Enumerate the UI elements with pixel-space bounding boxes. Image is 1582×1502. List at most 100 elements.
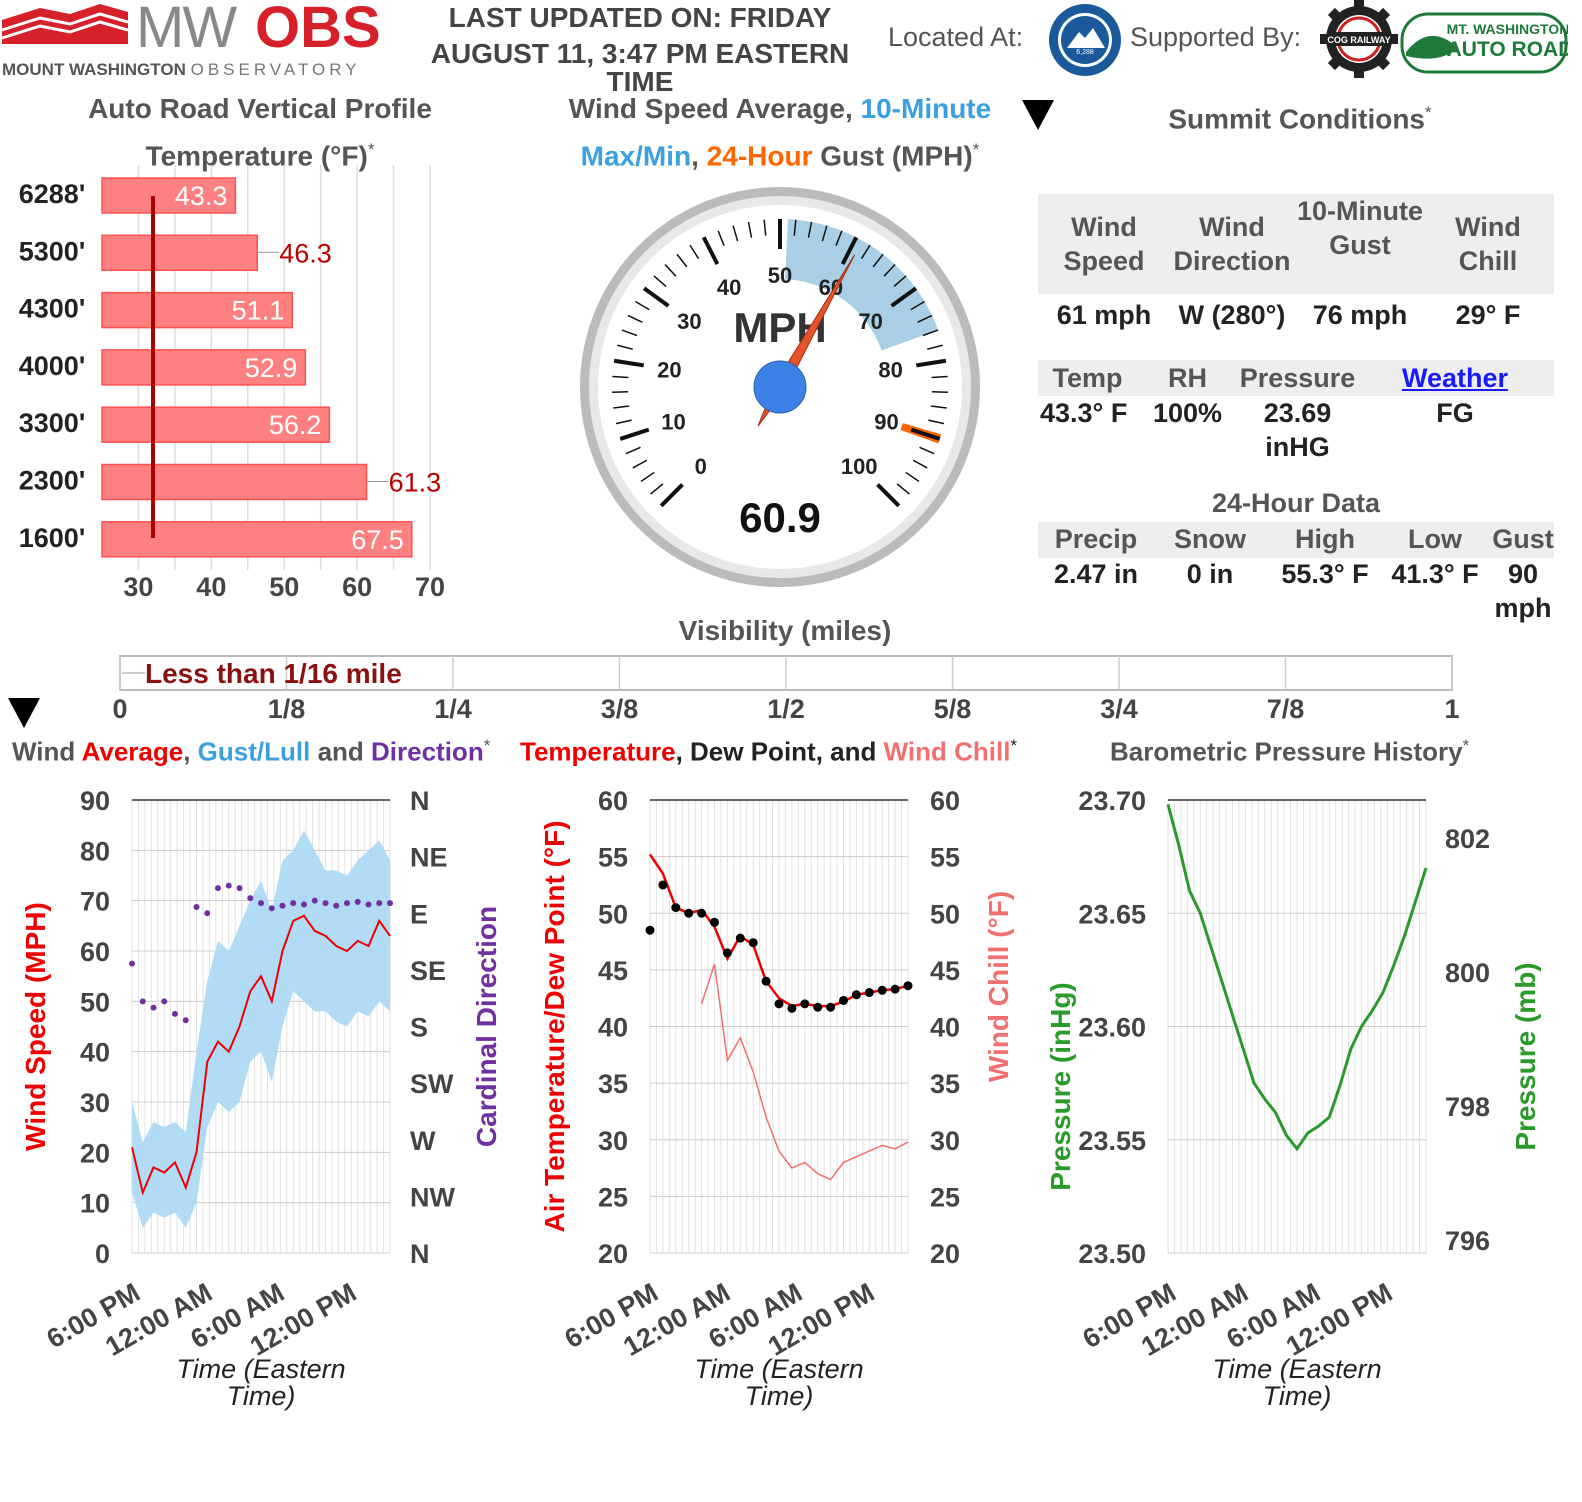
wind-direction-point [387, 900, 393, 907]
chart-x-label: Time (Eastern [1212, 1354, 1381, 1384]
visibility-bar: 0 1/8 1/4 3/8 1/2 5/8 3/4 7/8 1 Less than 1/16 mi… [112, 655, 1460, 724]
profile-bar [101, 406, 331, 443]
dew-point-point [890, 984, 900, 994]
chart-y-tick: 30 [598, 1126, 628, 1156]
summit-head-cell: Wind Chill [1455, 212, 1521, 276]
chart-y-right-tick: 45 [930, 956, 960, 986]
gauge-tick [905, 471, 920, 483]
chart-x-label: Time (Eastern [176, 1354, 345, 1384]
summit-value-cell: 90 mph [1494, 559, 1552, 623]
expand-arrow-icon[interactable] [8, 698, 40, 728]
summit-head-cell: Precip [1054, 524, 1138, 554]
weather-link[interactable]: Weather [1401, 363, 1509, 393]
cog-gear-icon: COG RAILWAY [1320, 0, 1398, 78]
gauge-tick [917, 314, 933, 323]
summit-value-cell: 61 mph [1056, 300, 1152, 330]
baro-chart-title: Barometric Pressure History* [1110, 736, 1470, 767]
chart-y-tick: 0 [95, 1239, 110, 1269]
chart-y-tick: 60 [598, 786, 628, 816]
chart-y-tick: 70 [80, 887, 110, 917]
dew-point-point [710, 917, 719, 927]
gauge-tick-label: 30 [677, 309, 701, 334]
gauge-tick-label: 100 [841, 454, 878, 479]
summit-value-cell: 29° F [1455, 300, 1521, 330]
wind-direction-point [225, 882, 232, 889]
dew-point-point [826, 1002, 836, 1012]
profile-bar [101, 291, 293, 329]
gauge-tick [915, 358, 947, 368]
profile-elevation-label: 4000' [19, 351, 86, 381]
visibility-tick: 1/2 [767, 694, 805, 724]
chart-y-right-tick: 800 [1445, 958, 1490, 988]
summit-value-cell: 76 mph [1312, 300, 1408, 330]
dew-point-point [671, 903, 681, 913]
chart-y-tick: 80 [80, 836, 110, 866]
pressure-line [1166, 804, 1428, 1152]
chart-y-right-tick: NE [410, 843, 448, 873]
gauge-tick-label: 70 [858, 309, 882, 334]
chart-y-tick: 50 [80, 987, 110, 1017]
auto-road-badge[interactable]: MT. WASHINGTON AUTO ROAD [1400, 12, 1573, 74]
svg-text:6,288: 6,288 [1076, 49, 1094, 56]
wind-direction-point [301, 901, 307, 908]
chart-x-label: Time) [227, 1381, 296, 1411]
chart-y-right-tick: 55 [930, 843, 960, 873]
svg-text:AUTO ROAD: AUTO ROAD [1447, 38, 1568, 61]
visibility-title: Visibility (miles) [678, 615, 892, 646]
wind-direction-point [268, 905, 275, 912]
last-updated: LAST UPDATED ON: FRIDAY AUGUST 11, 3:47 … [430, 2, 850, 97]
summit-value-cell: 55.3° F [1281, 559, 1369, 589]
wind-direction-point [150, 1004, 157, 1011]
wind-direction-point [354, 898, 361, 905]
wind-chill-line [700, 963, 909, 1181]
chart-x-label: Time) [745, 1381, 814, 1411]
summit-title: Summit Conditions* [1168, 103, 1432, 135]
gauge-tick [927, 344, 943, 350]
gauge-tick [893, 275, 907, 288]
profile-elevation-label: 5300' [19, 236, 86, 266]
wind-direction-point [204, 910, 211, 917]
chart-y-tick: 30 [80, 1088, 110, 1118]
dew-point-point [839, 995, 848, 1005]
gauge-tick [664, 264, 677, 277]
logo-mountain-icon [1, 4, 129, 44]
gauge-tick [919, 446, 935, 455]
logo[interactable]: MW OBS MOUNT WASHINGTON OBSERVATORY [0, 0, 390, 85]
gauge-tick [640, 471, 655, 483]
profile-bar [101, 349, 307, 386]
gauge-tick [642, 286, 670, 308]
located-label: Located At: [888, 22, 1024, 52]
gauge-tick [732, 225, 739, 242]
chart-y-right-tick: E [410, 899, 428, 929]
gauge-tick [896, 483, 910, 495]
gauge-tick [928, 419, 945, 425]
profile-value-label: 43.3 [175, 181, 228, 211]
profile-x-tick: 30 [123, 572, 153, 602]
wind-direction-point [365, 901, 372, 908]
wind-direction-point [258, 900, 264, 907]
gauge-tick [922, 329, 939, 337]
collapse-arrow-icon[interactable] [1022, 100, 1054, 130]
dew-point-point [851, 990, 861, 1000]
chart-y-right-tick: NW [410, 1182, 455, 1212]
profile-value-label: 51.1 [232, 296, 285, 326]
state-park-badge[interactable]: 6,288 [1047, 2, 1123, 78]
gauge-tick [930, 405, 947, 409]
dew-point-point [697, 908, 707, 918]
wind-direction-point [236, 885, 243, 892]
chart-y-right-tick: 20 [930, 1239, 960, 1269]
profile-title: Auto Road Vertical Profile Temperature (… [88, 93, 432, 172]
gauge-tick [890, 286, 918, 308]
wind-direction-point [344, 900, 350, 907]
visibility-tick: 3/4 [1100, 694, 1138, 724]
data24-title: 24-Hour Data [1211, 488, 1381, 518]
chart-y-right-tick: 802 [1445, 824, 1490, 854]
chart-y-label: Wind Speed (MPH) [20, 902, 51, 1151]
chart-y-right-tick: SW [410, 1069, 454, 1099]
wind-direction-point [172, 1010, 178, 1017]
gauge-tick [701, 236, 720, 265]
dew-point-point [761, 976, 771, 986]
cog-railway-badge[interactable]: COG RAILWAY [1320, 0, 1398, 78]
